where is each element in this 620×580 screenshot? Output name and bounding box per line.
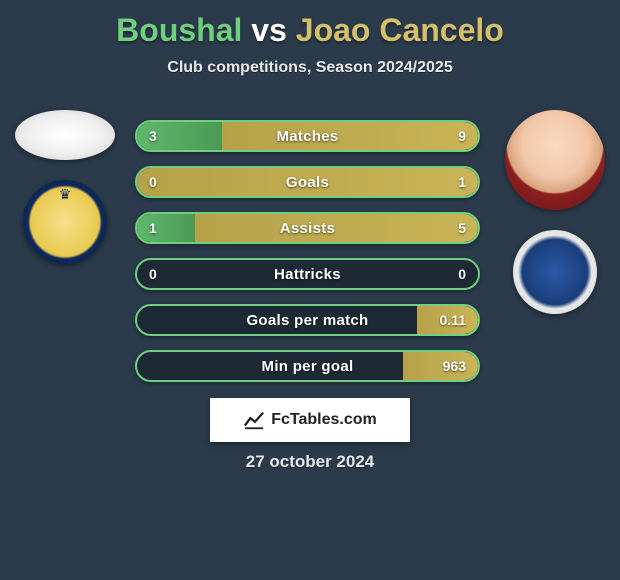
player2-club-logo (513, 230, 597, 314)
footer-date: 27 october 2024 (0, 452, 620, 472)
comparison-title: Boushal vs Joao Cancelo (0, 0, 620, 49)
stat-bar-row: 00Hattricks (135, 258, 480, 290)
stat-label: Min per goal (137, 352, 478, 380)
stat-label: Goals per match (137, 306, 478, 334)
stat-label: Hattricks (137, 260, 478, 288)
stat-bar-row: 963Min per goal (135, 350, 480, 382)
site-logo: FcTables.com (210, 398, 410, 442)
stat-label: Goals (137, 168, 478, 196)
player1-avatar (15, 110, 115, 160)
vs-text: vs (251, 12, 287, 48)
stat-bar-row: 39Matches (135, 120, 480, 152)
player2-column (500, 110, 610, 334)
chart-icon (243, 409, 265, 431)
player1-column: ♛ (10, 110, 120, 284)
stat-label: Matches (137, 122, 478, 150)
stat-label: Assists (137, 214, 478, 242)
stat-bar-row: 01Goals (135, 166, 480, 198)
stats-bar-chart: 39Matches 01Goals 15Assists 00Hattricks 0.11… (135, 120, 480, 396)
player2-name-title: Joao Cancelo (296, 12, 504, 48)
crown-icon: ♛ (59, 186, 72, 203)
player1-club-logo: ♛ (23, 180, 107, 264)
stat-bar-row: 15Assists (135, 212, 480, 244)
site-logo-text: FcTables.com (271, 411, 377, 429)
player2-avatar (505, 110, 605, 210)
subtitle: Club competitions, Season 2024/2025 (0, 59, 620, 77)
player1-name-title: Boushal (116, 12, 242, 48)
stat-bar-row: 0.11Goals per match (135, 304, 480, 336)
